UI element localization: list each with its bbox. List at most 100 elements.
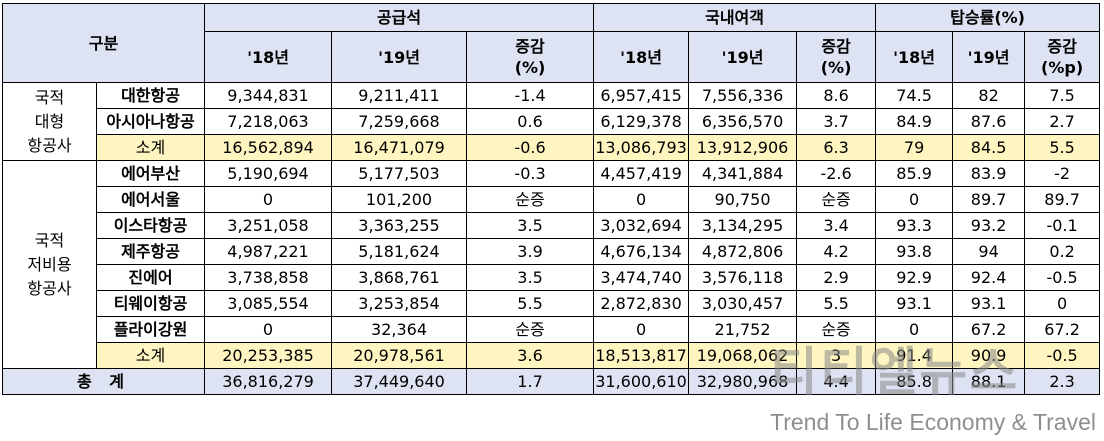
airline-name: 제주항공 [95,238,206,265]
table-cell: 92.4 [952,264,1026,291]
table-cell: 9,211,411 [331,82,468,109]
table-cell: 67.2 [952,316,1026,343]
table-cell: 6,957,415 [593,82,690,109]
header-load-factor: 탑승률(%) [875,3,1101,32]
table-cell: 5.5 [466,290,595,317]
table-cell: 6.3 [796,134,877,161]
table-cell: 67.2 [1024,316,1101,343]
table-cell: 0 [875,186,954,213]
table-cell: 4.4 [796,368,877,395]
header-lf-18: '18년 [875,31,954,83]
table-cell: 0 [204,186,333,213]
table-cell: 3,253,854 [331,290,468,317]
table-cell: 3.7 [796,108,877,135]
table-cell: 91.4 [875,342,954,369]
header-supply-18: '18년 [204,31,333,83]
header-lf-19: '19년 [952,31,1026,83]
table-cell: 36,816,279 [204,368,333,395]
table-cell: 3,030,457 [688,290,798,317]
table-cell: 3.5 [466,212,595,239]
table-cell: 32,980,968 [688,368,798,395]
table-cell: 85.9 [875,160,954,187]
table-cell: 7,556,336 [688,82,798,109]
header-pax-change: 증감 (%) [796,31,877,83]
airline-name: 진에어 [95,264,206,291]
header-pax-18: '18년 [593,31,690,83]
table-cell: 3.6 [466,342,595,369]
table-cell: 2.3 [1024,368,1101,395]
table-cell: 20,253,385 [204,342,333,369]
unit-label: (%) [820,58,852,77]
table-cell: 순증 [796,316,877,343]
table-cell: 32,364 [331,316,468,343]
subtotal-label: 소계 [95,342,206,369]
group-label-lcc: 국적 저비용 항공사 [2,160,97,369]
table-cell: -0.5 [1024,342,1101,369]
table-row: 티웨이항공 3,085,554 3,253,854 5.5 2,872,830 3,030… [3,290,1101,317]
header-pax-19: '19년 [688,31,798,83]
table-cell: 3.4 [796,212,877,239]
table-cell: 0 [875,316,954,343]
table-row: 소계 20,253,385 20,978,561 3.6 18,513,817 19,06… [2,342,1101,369]
table-cell: 3,474,740 [593,264,690,291]
airline-name: 에어서울 [95,186,206,213]
unit-label: (%) [514,58,546,77]
table-row: 소계 16,562,894 16,471,079 -0.6 13,086,793 13,9… [2,134,1101,161]
table-row: 제주항공 4,987,221 5,181,624 3.9 4,676,134 4,872,… [3,238,1101,265]
table-cell: 6,129,378 [593,108,690,135]
table-cell: 88.1 [952,368,1026,395]
table-cell: 4,676,134 [593,238,690,265]
table-cell: -2.6 [796,160,877,187]
table-cell: 8.6 [796,82,877,109]
table-cell: 5,177,503 [331,160,468,187]
total-row: 총 계 36,816,279 37,449,640 1.7 31,600,610 32,9… [1,368,1101,395]
table-cell: 0.2 [1024,238,1101,265]
table-row: 국적 저비용 항공사 에어부산 5,190,694 5,177,503 -0.3 4,4… [2,160,1101,369]
table-cell: 0 [593,186,690,213]
table-cell: 0 [204,316,333,343]
table-cell: 6,356,570 [688,108,798,135]
table-cell: 93.3 [875,212,954,239]
table-cell: 93.1 [875,290,954,317]
table-cell: 19,068,062 [688,342,798,369]
table-cell: 3,032,694 [593,212,690,239]
header-supply-19: '19년 [331,31,468,83]
table-cell: 2.7 [1024,108,1101,135]
table-cell: 93.1 [952,290,1026,317]
table-cell: 16,562,894 [204,134,333,161]
table-cell: 85.8 [875,368,954,395]
table-cell: 0.6 [466,108,595,135]
change-label: 증감 [1047,37,1077,56]
table-cell: 0 [1024,290,1101,317]
table-cell: 87.6 [952,108,1026,135]
table-cell: -1.4 [466,82,595,109]
header-lf-change: 증감 (%p) [1024,31,1101,83]
table-cell: 3,085,554 [204,290,333,317]
airline-stats-table: 구분 공급석 국내여객 탑승률(%) '18년 '19년 증감 (%) '18년 … [1,3,1101,395]
table-cell: 94 [952,238,1026,265]
table-cell: 92.9 [875,264,954,291]
table-cell: 3.5 [466,264,595,291]
table-cell: 89.7 [952,186,1026,213]
watermark-tagline: Trend To Life Economy & Travel [770,409,1096,435]
table-cell: 2.9 [796,264,877,291]
table-cell: 79 [875,134,954,161]
table-cell: 93.2 [952,212,1026,239]
table-cell: 7,259,668 [331,108,468,135]
group-label-major: 국적 대형 항공사 [2,82,97,161]
table-cell: -2 [1024,160,1101,187]
table-cell: -0.5 [1024,264,1101,291]
table-cell: 89.7 [1024,186,1101,213]
table-cell: 5,190,694 [204,160,333,187]
table-cell: -0.6 [466,134,595,161]
table-cell: 3,868,761 [331,264,468,291]
table-cell: 18,513,817 [593,342,690,369]
table-cell: 37,449,640 [331,368,468,395]
table-cell: 74.5 [875,82,954,109]
table-cell: 82 [952,82,1026,109]
table-cell: 13,086,793 [593,134,690,161]
table-cell: 84.5 [952,134,1026,161]
table-row: 플라이강원 0 32,364 순증 0 21,752 순증 0 67.2 67.2 [3,316,1101,343]
table-cell: 84.9 [875,108,954,135]
table-cell: 4,341,884 [688,160,798,187]
